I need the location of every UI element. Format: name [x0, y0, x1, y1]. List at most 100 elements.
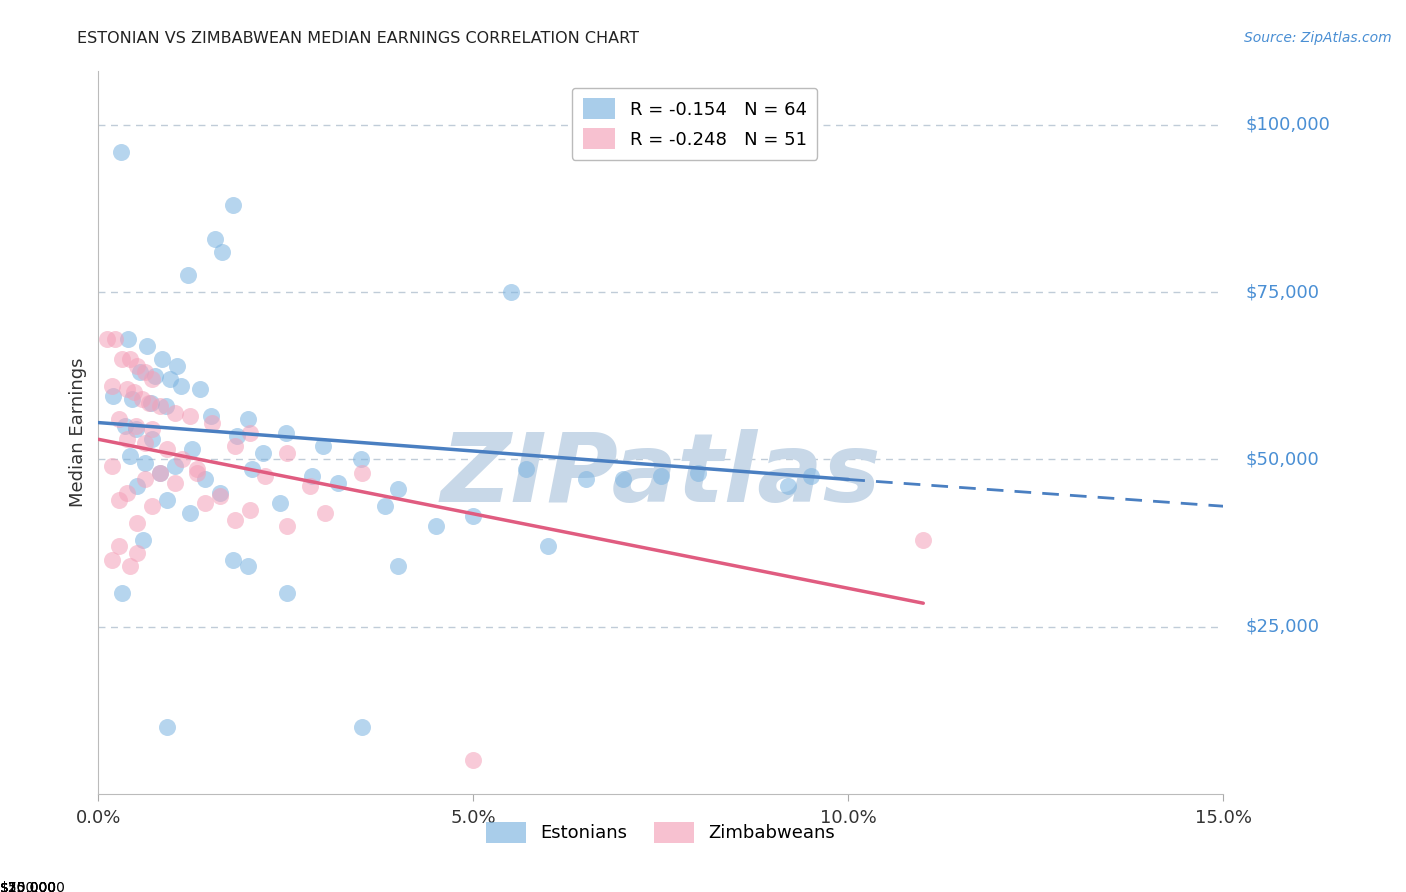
Point [276, 586, 298, 600]
Point [301, 469, 323, 483]
Point [425, 519, 447, 533]
Point [352, 466, 374, 480]
Point [125, 422, 148, 436]
Point [253, 469, 276, 483]
Point [156, 442, 179, 457]
Point [111, 586, 134, 600]
Point [127, 546, 149, 560]
Point [101, 458, 124, 473]
Text: $75,000: $75,000 [1246, 283, 1320, 301]
Point [127, 359, 149, 373]
Point [224, 512, 246, 526]
Point [463, 509, 485, 524]
Point [201, 416, 224, 430]
Point [276, 446, 298, 460]
Point [778, 479, 800, 493]
Point [328, 475, 350, 490]
Point [104, 332, 127, 346]
Point [138, 395, 160, 409]
Point [226, 429, 249, 443]
Point [276, 519, 298, 533]
Point [141, 422, 163, 436]
Point [188, 382, 211, 396]
Point [96, 332, 118, 346]
Point [204, 232, 226, 246]
Text: $50,000: $50,000 [0, 881, 58, 892]
Point [159, 372, 181, 386]
Point [166, 359, 188, 373]
Point [155, 399, 177, 413]
Point [156, 492, 179, 507]
Point [179, 409, 201, 423]
Point [150, 352, 173, 367]
Point [186, 462, 208, 476]
Point [110, 145, 132, 159]
Point [312, 439, 335, 453]
Point [149, 466, 172, 480]
Point [163, 405, 186, 420]
Point [134, 456, 156, 470]
Legend: Estonians, Zimbabweans: Estonians, Zimbabweans [479, 814, 842, 850]
Point [163, 475, 186, 490]
Y-axis label: Median Earnings: Median Earnings [69, 358, 87, 508]
Point [170, 378, 193, 392]
Point [108, 539, 131, 553]
Text: $50,000: $50,000 [1246, 450, 1319, 468]
Point [350, 452, 373, 467]
Point [238, 412, 260, 426]
Point [314, 506, 336, 520]
Point [298, 479, 321, 493]
Point [134, 366, 156, 380]
Point [136, 339, 159, 353]
Point [115, 485, 138, 500]
Point [239, 502, 262, 516]
Point [143, 368, 166, 383]
Point [101, 552, 124, 567]
Text: ZIPatlas: ZIPatlas [440, 429, 882, 523]
Point [121, 392, 143, 407]
Point [224, 439, 246, 453]
Text: $100,000: $100,000 [1246, 116, 1330, 134]
Point [108, 412, 131, 426]
Point [141, 500, 163, 514]
Point [194, 496, 217, 510]
Point [387, 559, 409, 574]
Text: $100,000: $100,000 [0, 881, 66, 892]
Point [156, 720, 179, 734]
Point [172, 452, 194, 467]
Point [134, 473, 156, 487]
Point [149, 399, 172, 413]
Point [108, 492, 131, 507]
Point [194, 473, 217, 487]
Point [179, 506, 201, 520]
Point [537, 539, 560, 553]
Point [114, 419, 136, 434]
Point [117, 332, 139, 346]
Point [131, 392, 153, 407]
Point [387, 483, 409, 497]
Point [612, 473, 634, 487]
Point [128, 366, 150, 380]
Point [211, 244, 233, 259]
Point [575, 473, 598, 487]
Point [111, 352, 134, 367]
Text: $25,000: $25,000 [1246, 617, 1320, 636]
Text: Source: ZipAtlas.com: Source: ZipAtlas.com [1244, 31, 1392, 45]
Point [118, 449, 141, 463]
Point [800, 469, 823, 483]
Point [240, 462, 263, 476]
Text: ESTONIAN VS ZIMBABWEAN MEDIAN EARNINGS CORRELATION CHART: ESTONIAN VS ZIMBABWEAN MEDIAN EARNINGS C… [77, 31, 640, 46]
Text: $75,000: $75,000 [0, 881, 58, 892]
Text: $25,000: $25,000 [0, 881, 58, 892]
Point [252, 446, 274, 460]
Point [132, 533, 155, 547]
Point [181, 442, 204, 457]
Point [208, 489, 231, 503]
Point [134, 435, 156, 450]
Point [163, 458, 186, 473]
Point [141, 372, 163, 386]
Point [149, 466, 172, 480]
Point [127, 479, 149, 493]
Point [352, 720, 374, 734]
Point [269, 496, 291, 510]
